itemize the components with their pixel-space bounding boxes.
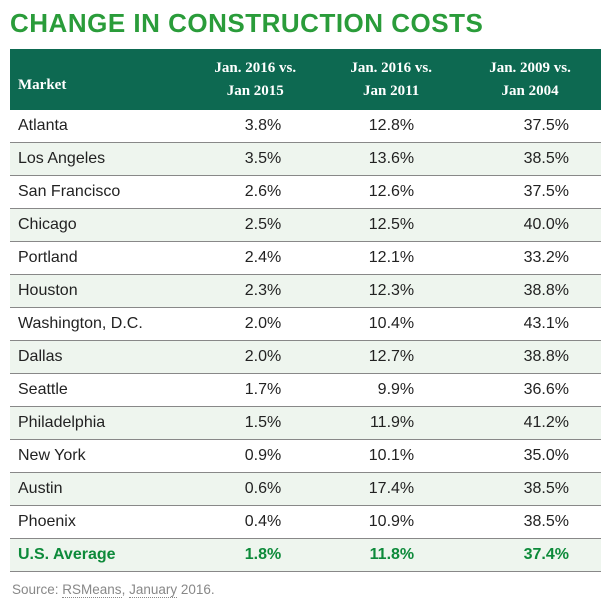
page-title: CHANGE IN CONSTRUCTION COSTS [10, 8, 601, 39]
source-prefix: Source: [12, 582, 62, 597]
cell-market: Los Angeles [10, 143, 187, 176]
cell-v1: 1.8% [187, 539, 323, 572]
cell-v2: 12.7% [323, 341, 459, 374]
cell-v3: 38.5% [459, 506, 601, 539]
source-suffix: 2016. [177, 582, 215, 597]
cell-v2: 11.8% [323, 539, 459, 572]
table-header: Market Jan. 2016 vs. Jan 2015 Jan. 2016 … [10, 49, 601, 110]
cell-v1: 2.3% [187, 275, 323, 308]
cell-v1: 2.0% [187, 308, 323, 341]
table-row: Chicago2.5%12.5%40.0% [10, 209, 601, 242]
header-col-2-line1: Jan. 2016 vs. [350, 60, 432, 76]
costs-table: Market Jan. 2016 vs. Jan 2015 Jan. 2016 … [10, 49, 601, 572]
source-link-january[interactable]: January [129, 582, 177, 598]
cell-market: Atlanta [10, 110, 187, 143]
cell-v3: 35.0% [459, 440, 601, 473]
cell-v3: 33.2% [459, 242, 601, 275]
cell-v3: 38.5% [459, 143, 601, 176]
cell-v2: 12.8% [323, 110, 459, 143]
cell-v3: 38.8% [459, 341, 601, 374]
cell-market: New York [10, 440, 187, 473]
cell-market: U.S. Average [10, 539, 187, 572]
cell-market: Philadelphia [10, 407, 187, 440]
cell-v2: 11.9% [323, 407, 459, 440]
header-col-3-line2: Jan 2004 [502, 83, 559, 99]
table-row: Atlanta3.8%12.8%37.5% [10, 110, 601, 143]
table-row: Philadelphia1.5%11.9%41.2% [10, 407, 601, 440]
table-row: Dallas2.0%12.7%38.8% [10, 341, 601, 374]
cell-v3: 38.8% [459, 275, 601, 308]
cell-v2: 12.5% [323, 209, 459, 242]
cell-v2: 12.3% [323, 275, 459, 308]
cell-v1: 2.6% [187, 176, 323, 209]
cell-v1: 2.0% [187, 341, 323, 374]
cell-v3: 41.2% [459, 407, 601, 440]
cell-v2: 10.1% [323, 440, 459, 473]
cell-v1: 3.5% [187, 143, 323, 176]
header-col-2: Jan. 2016 vs. Jan 2011 [323, 49, 459, 110]
cell-v3: 37.5% [459, 110, 601, 143]
cell-v2: 17.4% [323, 473, 459, 506]
table-row-average: U.S. Average1.8%11.8%37.4% [10, 539, 601, 572]
cell-market: San Francisco [10, 176, 187, 209]
source-link-rsmeans[interactable]: RSMeans [62, 582, 121, 598]
cell-v3: 43.1% [459, 308, 601, 341]
table-row: Seattle1.7%9.9%36.6% [10, 374, 601, 407]
table-row: Washington, D.C.2.0%10.4%43.1% [10, 308, 601, 341]
table-body: Atlanta3.8%12.8%37.5%Los Angeles3.5%13.6… [10, 110, 601, 572]
cell-v2: 10.4% [323, 308, 459, 341]
cell-market: Seattle [10, 374, 187, 407]
table-row: San Francisco2.6%12.6%37.5% [10, 176, 601, 209]
cell-v3: 36.6% [459, 374, 601, 407]
cell-v3: 37.5% [459, 176, 601, 209]
cell-v1: 3.8% [187, 110, 323, 143]
header-col-2-line2: Jan 2011 [363, 83, 419, 99]
source-sep: , [122, 582, 130, 597]
cell-v1: 0.6% [187, 473, 323, 506]
cell-v1: 1.7% [187, 374, 323, 407]
source-line: Source: RSMeans, January 2016. [10, 582, 601, 597]
cell-v2: 10.9% [323, 506, 459, 539]
cell-v3: 37.4% [459, 539, 601, 572]
cell-market: Dallas [10, 341, 187, 374]
cell-market: Chicago [10, 209, 187, 242]
table-row: Austin0.6%17.4%38.5% [10, 473, 601, 506]
cell-v1: 2.5% [187, 209, 323, 242]
cell-v3: 38.5% [459, 473, 601, 506]
cell-market: Houston [10, 275, 187, 308]
header-col-1: Jan. 2016 vs. Jan 2015 [187, 49, 323, 110]
cell-market: Washington, D.C. [10, 308, 187, 341]
table-row: Houston2.3%12.3%38.8% [10, 275, 601, 308]
cell-v1: 1.5% [187, 407, 323, 440]
header-col-1-line1: Jan. 2016 vs. [214, 60, 296, 76]
header-col-3: Jan. 2009 vs. Jan 2004 [459, 49, 601, 110]
table-row: Los Angeles3.5%13.6%38.5% [10, 143, 601, 176]
table-row: New York0.9%10.1%35.0% [10, 440, 601, 473]
cell-market: Portland [10, 242, 187, 275]
header-market: Market [10, 49, 187, 110]
cell-v1: 0.9% [187, 440, 323, 473]
cell-v1: 2.4% [187, 242, 323, 275]
table-row: Phoenix0.4%10.9%38.5% [10, 506, 601, 539]
header-col-1-line2: Jan 2015 [227, 83, 284, 99]
cell-v3: 40.0% [459, 209, 601, 242]
cell-market: Phoenix [10, 506, 187, 539]
cell-v1: 0.4% [187, 506, 323, 539]
cell-v2: 13.6% [323, 143, 459, 176]
cell-v2: 9.9% [323, 374, 459, 407]
cell-market: Austin [10, 473, 187, 506]
cell-v2: 12.1% [323, 242, 459, 275]
header-col-3-line1: Jan. 2009 vs. [489, 60, 571, 76]
cell-v2: 12.6% [323, 176, 459, 209]
table-row: Portland2.4%12.1%33.2% [10, 242, 601, 275]
